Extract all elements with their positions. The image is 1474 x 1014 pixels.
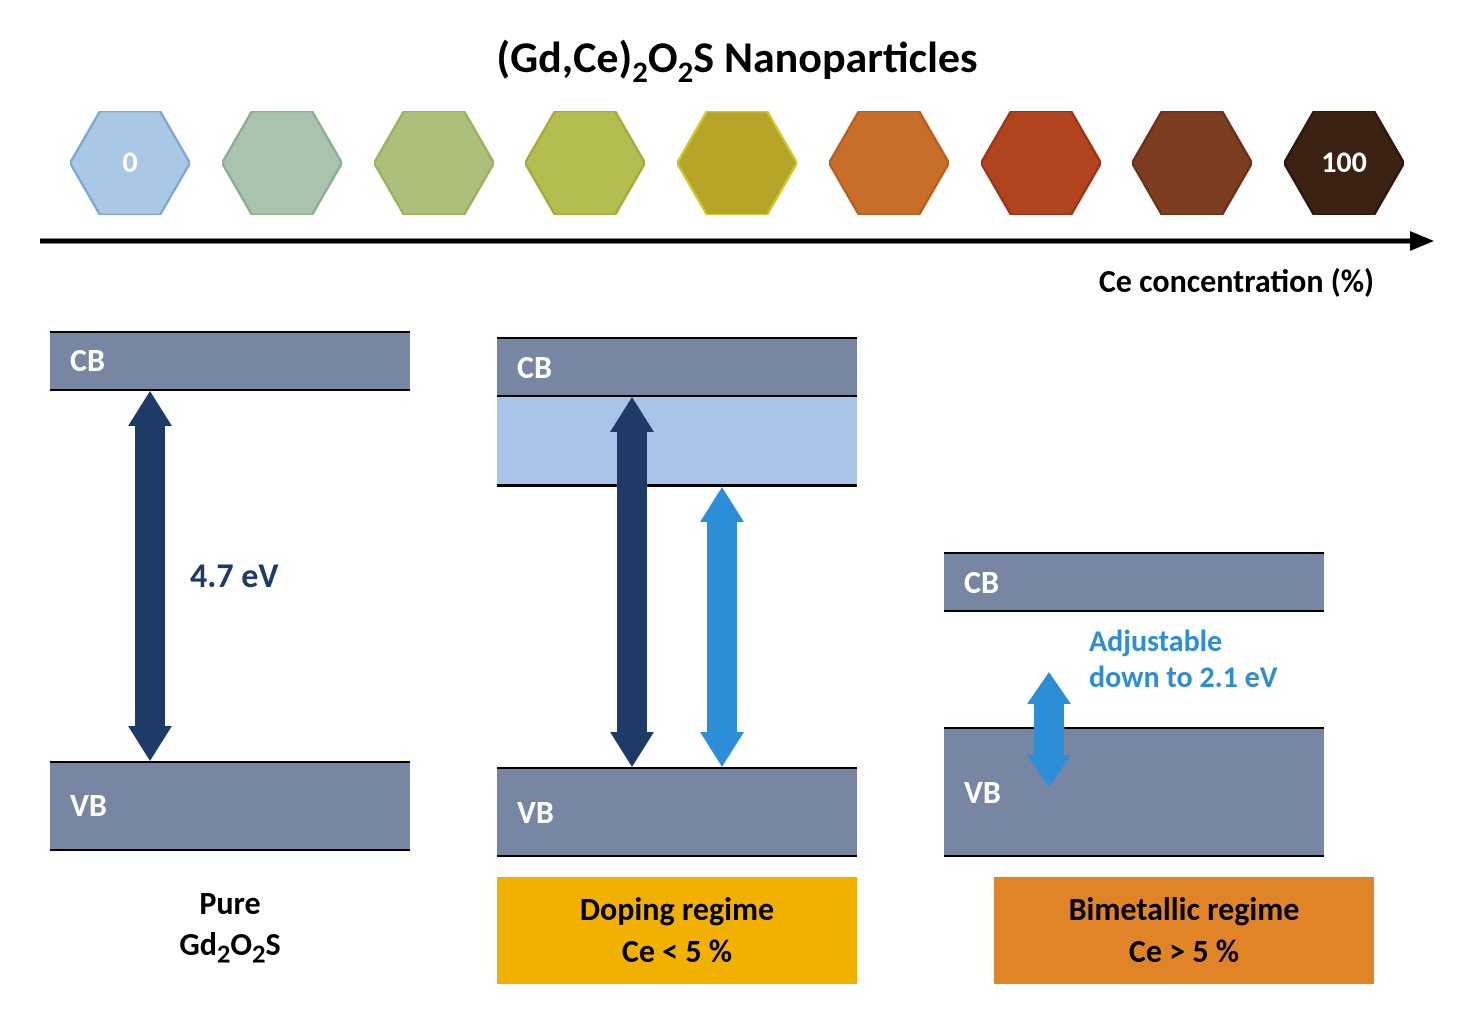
bandgap-arrow-doping-light [700,487,744,767]
panel-doping: CB VB Doping regi [497,337,857,984]
bandgap-arrow-pure [128,391,172,761]
hexagon-4 [677,111,797,215]
caption-pure: Pure Gd2O2S [149,871,310,985]
panel-bimetallic: CB Adjustable down to 2.1 eV VB Bimetall… [944,552,1424,984]
hexagon-8: 100 [1284,111,1404,215]
main-title: (Gd,Ce)2O2S Nanoparticles [40,30,1434,91]
energy-pure: 4.7 eV [190,556,278,597]
panels-row: CB 4.7 eV VB Pure Gd2O2S CB [40,331,1434,985]
hexagon-3 [525,111,645,215]
hexagon-7 [1132,111,1252,215]
cb-band-doping: CB [497,337,857,397]
bandgap-arrow-doping-dark [610,397,654,767]
bandgap-arrow-bimetallic [1027,672,1071,787]
hexagon-1 [222,111,342,215]
hexagon-0: 0 [70,111,190,215]
axis-label: Ce concentration (%) [40,262,1434,301]
axis-arrow [40,231,1434,251]
hexagon-6 [981,111,1101,215]
hexagon-2 [374,111,494,215]
caption-doping: Doping regime Ce < 5 % [497,877,857,984]
cb-band-pure: CB [50,331,410,391]
energy-bimetallic: Adjustable down to 2.1 eV [1089,624,1277,696]
caption-bimetallic: Bimetallic regime Ce > 5 % [994,877,1374,984]
hexagon-row: 0 100 [40,111,1434,215]
vb-band-pure: VB [50,761,410,851]
hexagon-5 [829,111,949,215]
cb-band-bimetallic: CB [944,552,1324,612]
vb-band-doping: VB [497,767,857,857]
panel-pure: CB 4.7 eV VB Pure Gd2O2S [50,331,410,985]
